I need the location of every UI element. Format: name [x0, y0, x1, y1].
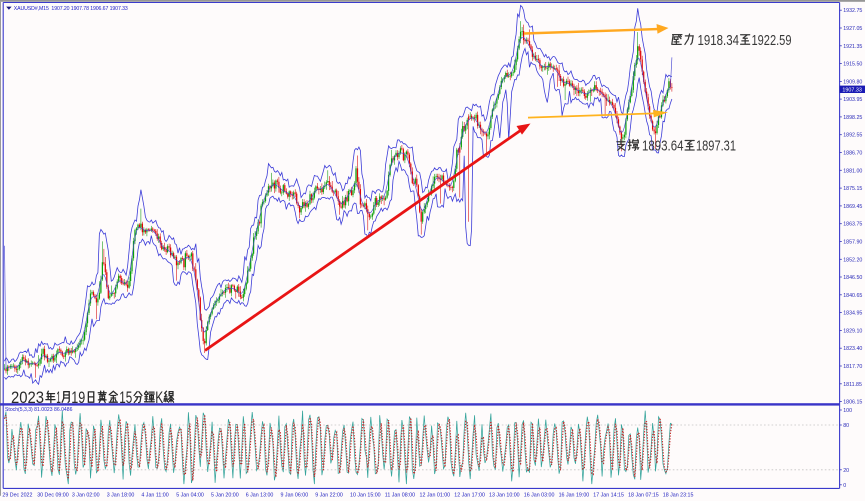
svg-text:4 Jan 11:00: 4 Jan 11:00 [141, 492, 168, 498]
svg-text:1823.40: 1823.40 [843, 346, 862, 352]
svg-text:20: 20 [843, 468, 849, 474]
svg-text:0: 0 [843, 483, 846, 489]
svg-text:1817.70: 1817.70 [843, 364, 862, 370]
svg-text:13 Jan 10:00: 13 Jan 10:00 [489, 492, 520, 498]
svg-text:18 Jan 07:15: 18 Jan 07:15 [628, 492, 659, 498]
svg-text:1811.85: 1811.85 [843, 382, 862, 388]
svg-text:5 Jan 04:00: 5 Jan 04:00 [176, 492, 204, 498]
svg-text:17 Jan 14:15: 17 Jan 14:15 [593, 492, 624, 498]
svg-text:1907.33: 1907.33 [842, 87, 862, 93]
svg-text:1921.35: 1921.35 [843, 44, 862, 50]
svg-text:XAUUSD#,M15 1907.20 1907.78 1: XAUUSD#,M15 1907.20 1907.78 1906.67 1907… [14, 6, 128, 12]
svg-text:9 Jan 22:00: 9 Jan 22:00 [315, 492, 343, 498]
svg-text:1863.75: 1863.75 [843, 222, 862, 228]
svg-text:1909.80: 1909.80 [843, 79, 862, 85]
svg-text:1834.95: 1834.95 [843, 311, 862, 317]
svg-text:6 Jan 13:00: 6 Jan 13:00 [246, 492, 274, 498]
svg-text:16 Jan 03:00: 16 Jan 03:00 [524, 492, 555, 498]
svg-text:1893.64: 1893.64 [642, 139, 684, 155]
svg-text:100: 100 [843, 408, 852, 414]
svg-text:Stoch(5,3,3) 81.0023 86.0486: Stoch(5,3,3) 81.0023 86.0486 [5, 407, 73, 413]
svg-text:29 Dec 2022: 29 Dec 2022 [2, 492, 32, 498]
svg-text:19: 19 [71, 388, 85, 407]
svg-text:1898.25: 1898.25 [843, 115, 862, 121]
svg-text:1: 1 [56, 388, 61, 407]
svg-text:10 Jan 15:00: 10 Jan 15:00 [350, 492, 381, 498]
svg-text:1903.95: 1903.95 [843, 97, 862, 103]
svg-text:15: 15 [119, 388, 132, 407]
svg-text:1886.70: 1886.70 [843, 151, 862, 157]
svg-text:30 Dec 09:00: 30 Dec 09:00 [37, 492, 69, 498]
svg-text:1857.90: 1857.90 [843, 240, 862, 246]
svg-text:80: 80 [843, 423, 849, 429]
svg-text:1806.15: 1806.15 [843, 400, 862, 406]
svg-text:1922.59: 1922.59 [752, 33, 792, 49]
svg-text:5 Jan 20:00: 5 Jan 20:00 [211, 492, 239, 498]
svg-text:18 Jan 23:15: 18 Jan 23:15 [663, 492, 694, 498]
svg-text:1875.15: 1875.15 [843, 186, 862, 192]
svg-text:9 Jan 06:00: 9 Jan 06:00 [281, 492, 309, 498]
svg-text:2023: 2023 [11, 388, 44, 407]
svg-text:1927.05: 1927.05 [843, 26, 862, 32]
svg-text:1846.50: 1846.50 [843, 275, 862, 281]
svg-text:1918.34: 1918.34 [698, 33, 740, 49]
svg-text:16 Jan 19:00: 16 Jan 19:00 [559, 492, 590, 498]
svg-text:1881.00: 1881.00 [843, 168, 862, 174]
svg-text:12 Jan 01:00: 12 Jan 01:00 [420, 492, 451, 498]
svg-text:3 Jan 02:00: 3 Jan 02:00 [72, 492, 100, 498]
svg-text:1915.50: 1915.50 [843, 62, 862, 68]
svg-text:K: K [155, 388, 163, 407]
svg-text:3 Jan 18:00: 3 Jan 18:00 [107, 492, 135, 498]
svg-text:1897.31: 1897.31 [696, 139, 736, 155]
svg-text:11 Jan 08:00: 11 Jan 08:00 [385, 492, 415, 498]
svg-text:1932.75: 1932.75 [843, 8, 862, 14]
svg-text:1892.55: 1892.55 [843, 133, 862, 139]
svg-text:12 Jan 17:00: 12 Jan 17:00 [454, 492, 485, 498]
svg-text:1829.10: 1829.10 [843, 328, 862, 334]
svg-text:1869.45: 1869.45 [843, 204, 862, 210]
svg-text:1852.20: 1852.20 [843, 257, 862, 263]
svg-text:1840.65: 1840.65 [843, 293, 862, 299]
